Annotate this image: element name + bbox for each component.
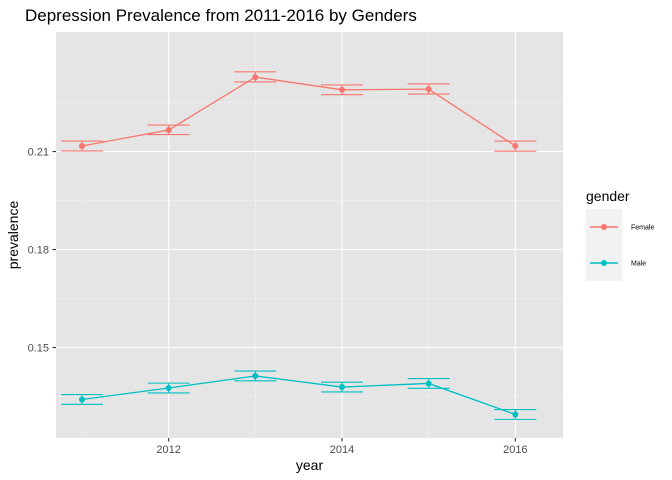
data-point-male [339,384,345,391]
x-tick-label: 2016 [503,444,527,456]
data-point-female [79,142,85,149]
data-point-male [252,372,259,379]
series-layer [61,71,537,420]
x-tick-label: 2012 [156,444,180,456]
data-point-male [512,411,519,418]
grid-major-y [56,150,563,349]
legend-label-female: Female [631,225,654,232]
y-tick-label: 0.21 [28,147,49,159]
plot-panel [56,32,563,438]
data-point-female [165,126,172,133]
series-female [61,71,537,152]
data-point-female [512,142,519,149]
legend-label-male: Male [631,261,646,268]
x-axis: 2012 2014 2016 [156,438,528,456]
grid-minor-y [56,102,563,397]
data-point-male [79,396,85,403]
series-male [61,370,537,420]
y-tick-label: 0.18 [28,245,49,257]
data-point-female [252,74,259,81]
legend-point-female [601,224,607,230]
legend: gender Female Male [586,188,654,281]
data-point-male [425,380,432,387]
legend-point-male [601,260,607,266]
series-line-male [81,375,516,416]
data-point-female [339,86,345,93]
x-axis-title: year [296,457,324,473]
data-point-female [425,86,432,93]
y-tick-label: 0.15 [28,343,49,355]
chart-title: Depression Prevalence from 2011-2016 by … [25,6,417,25]
data-point-male [165,385,172,392]
y-axis-title: prevalence [5,201,21,270]
grid-minor-x [81,32,429,438]
y-axis: 0.15 0.18 0.21 [28,147,56,355]
series-line-female [81,76,516,147]
legend-title: gender [586,188,630,204]
grid-major-x [168,32,516,438]
x-tick-label: 2014 [330,444,354,456]
